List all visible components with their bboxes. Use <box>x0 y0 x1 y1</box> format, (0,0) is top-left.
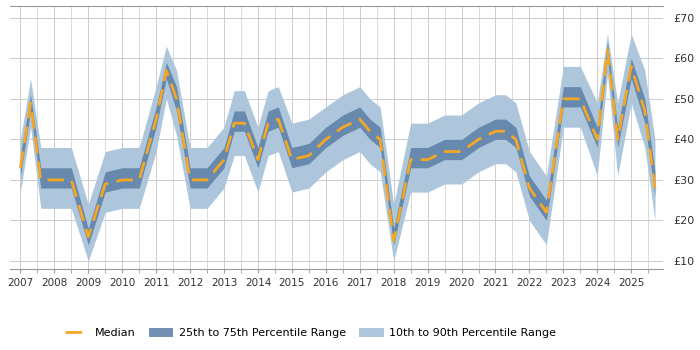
Legend: Median, 25th to 75th Percentile Range, 10th to 90th Percentile Range: Median, 25th to 75th Percentile Range, 1… <box>60 323 561 343</box>
